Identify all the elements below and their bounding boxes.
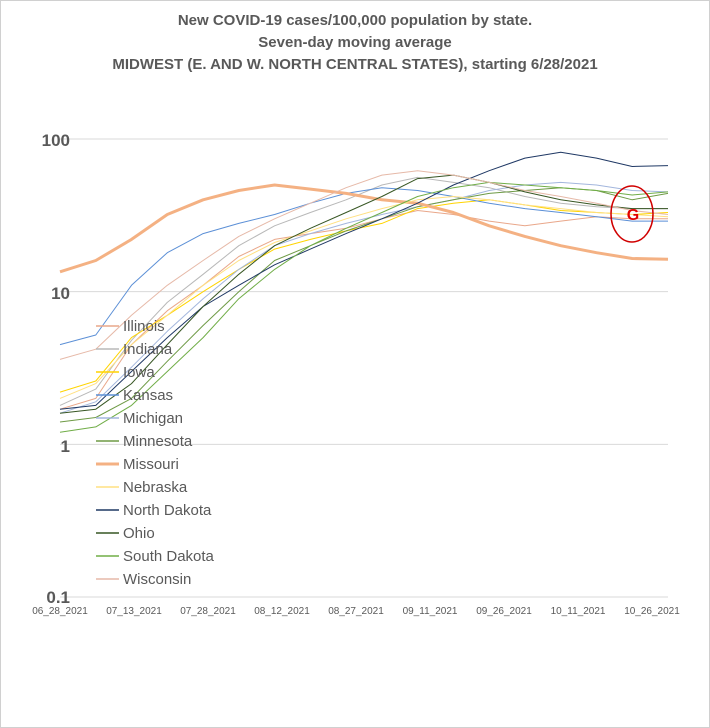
x-tick-label: 07_28_2021 bbox=[180, 606, 236, 617]
chart-title-line-2: Seven-day moving average bbox=[258, 34, 452, 51]
legend-label: Iowa bbox=[123, 364, 155, 381]
y-tick-label: 10 bbox=[51, 284, 70, 303]
legend-label: Indiana bbox=[123, 341, 173, 358]
x-tick-label: 10_26_2021 bbox=[624, 606, 680, 617]
y-tick-label: 1 bbox=[61, 437, 70, 456]
x-tick-label: 09_11_2021 bbox=[403, 606, 458, 617]
gridlines bbox=[60, 138, 668, 598]
chart-title-line-1: New COVID-19 cases/100,000 population by… bbox=[177, 12, 533, 29]
chart-title-line-3: MIDWEST (E. AND W. NORTH CENTRAL STATES)… bbox=[112, 56, 598, 73]
x-tick-label: 06_28_2021 bbox=[32, 606, 88, 617]
legend-label: North Dakota bbox=[123, 502, 212, 519]
legend-label: Wisconsin bbox=[123, 571, 191, 588]
x-tick-label: 09_26_2021 bbox=[476, 606, 532, 617]
x-tick-label: 08_12_2021 bbox=[254, 606, 310, 617]
legend-label: Nebraska bbox=[123, 479, 188, 496]
legend-label: Kansas bbox=[123, 387, 173, 404]
annotation-g: G bbox=[610, 185, 654, 243]
annotation-label: G bbox=[627, 207, 639, 224]
series-line-kansas bbox=[59, 187, 668, 346]
legend-label: Illinois bbox=[123, 318, 165, 335]
series-line-north-dakota bbox=[59, 151, 669, 410]
series-line-michigan bbox=[59, 181, 669, 414]
legend-label: Missouri bbox=[123, 456, 179, 473]
series-line-iowa bbox=[59, 199, 669, 393]
x-tick-label: 10_11_2021 bbox=[551, 606, 606, 617]
series-line-indiana bbox=[59, 176, 668, 406]
y-axis-ticks: 100 10 1 0.1 bbox=[42, 131, 70, 607]
legend-label: Ohio bbox=[123, 525, 155, 542]
legend: Illinois Indiana Iowa Kansas Michigan Minneso… bbox=[96, 318, 215, 588]
y-tick-label: 100 bbox=[42, 131, 70, 150]
annotation-circle bbox=[610, 185, 654, 243]
series-line-south-dakota bbox=[59, 181, 669, 433]
legend-label: Michigan bbox=[123, 410, 183, 427]
y-tick-label: 0.1 bbox=[46, 588, 70, 607]
series-lines bbox=[59, 151, 669, 433]
legend-label: Minnesota bbox=[123, 433, 193, 450]
series-line-wisconsin bbox=[59, 170, 669, 360]
x-axis-ticks: 06_28_2021 07_13_2021 07_28_2021 08_12_2… bbox=[32, 606, 680, 617]
legend-label: South Dakota bbox=[123, 548, 215, 565]
series-line-ohio bbox=[59, 174, 668, 414]
chart-title: New COVID-19 cases/100,000 population by… bbox=[0, 10, 710, 76]
series-line-missouri bbox=[59, 183, 669, 274]
series-line-nebraska bbox=[59, 196, 669, 399]
x-tick-label: 08_27_2021 bbox=[328, 606, 384, 617]
x-tick-label: 07_13_2021 bbox=[106, 606, 162, 617]
series-line-illinois bbox=[59, 210, 668, 410]
